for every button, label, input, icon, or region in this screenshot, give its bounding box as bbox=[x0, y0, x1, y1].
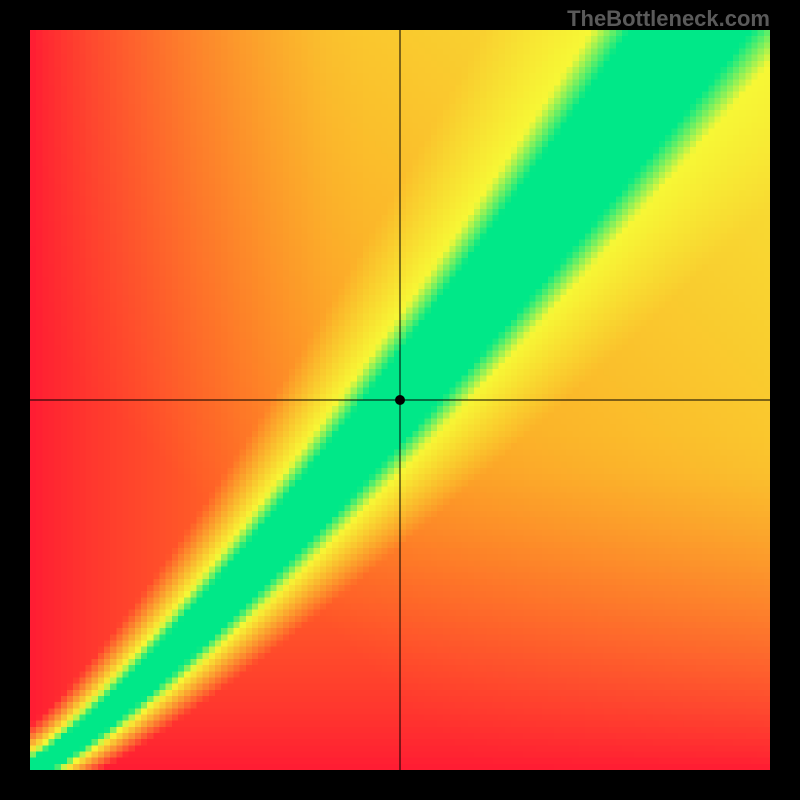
bottleneck-heatmap bbox=[30, 30, 770, 770]
watermark-text: TheBottleneck.com bbox=[567, 6, 770, 32]
chart-container: TheBottleneck.com bbox=[0, 0, 800, 800]
